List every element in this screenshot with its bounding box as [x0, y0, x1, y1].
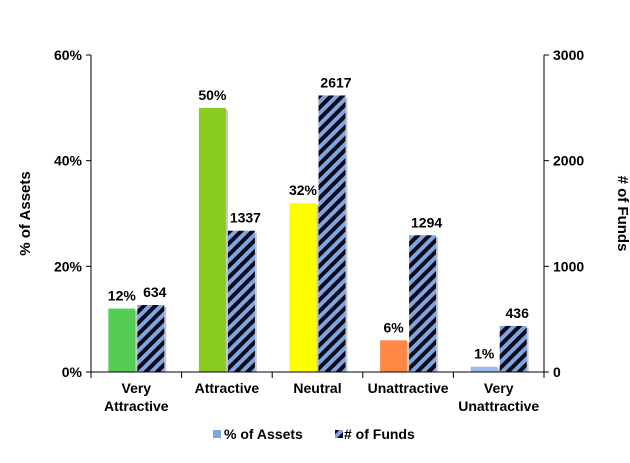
y2-axis-title: # of Funds	[614, 176, 630, 252]
category-label: Very	[122, 380, 152, 396]
category-label: Unattractive	[368, 380, 449, 396]
left-tick-label: 0%	[62, 364, 83, 380]
legend-label-funds: # of Funds	[344, 426, 415, 442]
bar-assets	[108, 308, 136, 372]
bar-funds	[227, 230, 255, 372]
left-tick-label: 60%	[54, 47, 83, 63]
bar-funds	[318, 95, 346, 372]
right-tick-label: 3000	[553, 47, 584, 63]
category-label: Very	[484, 380, 514, 396]
axes: 0% 20% 40% 60% 0 1000 2000 3000 % of Assets # of …	[17, 47, 630, 380]
bar-funds	[137, 305, 165, 372]
left-tick-label: 20%	[54, 258, 83, 274]
y-axis-title: % of Assets	[17, 171, 34, 255]
data-label-assets: 32%	[289, 182, 318, 198]
bar-assets	[198, 107, 226, 372]
data-label-assets: 50%	[198, 87, 227, 103]
labels: 12% 634 Very Attractive 50% 1337 Attractive 32%…	[104, 74, 539, 414]
data-label-funds: 436	[506, 305, 530, 321]
legend-label-assets: % of Assets	[224, 426, 303, 442]
data-label-assets: 6%	[383, 319, 404, 335]
left-tick-label: 40%	[54, 153, 83, 169]
category-label: Neutral	[293, 380, 341, 396]
data-label-assets: 1%	[474, 346, 495, 362]
legend-swatch-assets	[213, 430, 221, 438]
right-tick-label: 0	[553, 364, 561, 380]
bar-assets	[380, 340, 408, 372]
category-label: Attractive	[195, 380, 260, 396]
data-label-funds: 1337	[230, 210, 261, 226]
bar-assets	[470, 366, 498, 372]
bar-funds	[499, 325, 527, 372]
right-tick-label: 1000	[553, 258, 584, 274]
legend: % of Assets # of Funds	[213, 426, 415, 442]
category-label: Attractive	[104, 398, 169, 414]
right-tick-label: 2000	[553, 153, 584, 169]
bar-funds	[409, 235, 437, 372]
bars	[108, 95, 529, 372]
data-label-funds: 634	[143, 284, 167, 300]
category-label: Unattractive	[458, 398, 539, 414]
legend-swatch-funds	[335, 430, 343, 438]
data-label-funds: 1294	[411, 214, 442, 230]
data-label-assets: 12%	[108, 288, 137, 304]
bar-assets	[289, 202, 317, 372]
data-label-funds: 2617	[320, 74, 351, 90]
